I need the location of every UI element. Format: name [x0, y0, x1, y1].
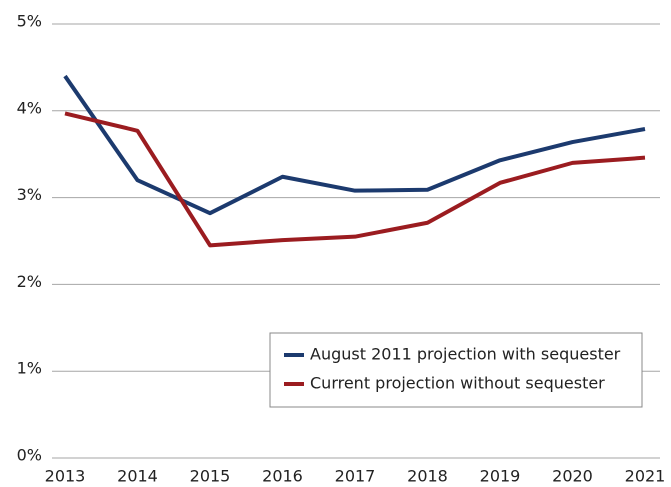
legend-label: August 2011 projection with sequester — [310, 345, 621, 364]
legend-box — [269, 332, 643, 408]
x-tick-label: 2018 — [407, 467, 448, 486]
x-tick-label: 2014 — [117, 467, 158, 486]
x-tick-label: 2013 — [45, 467, 86, 486]
x-tick-label: 2021 — [625, 467, 666, 486]
y-tick-label: 1% — [17, 359, 42, 378]
legend-label: Current projection without sequester — [310, 374, 605, 393]
x-tick-label: 2019 — [480, 467, 521, 486]
series-line — [63, 74, 646, 216]
x-tick-label: 2017 — [335, 467, 376, 486]
series-line — [64, 111, 646, 248]
y-tick-label: 3% — [17, 185, 42, 204]
y-tick-label: 2% — [17, 272, 42, 291]
y-tick-label: 5% — [17, 12, 42, 31]
y-tick-label: 4% — [17, 98, 42, 117]
legend: August 2011 projection with sequester Cur… — [269, 332, 643, 408]
x-tick-label: 2020 — [552, 467, 593, 486]
x-tick-label: 2015 — [190, 467, 231, 486]
x-tick-label: 2016 — [262, 467, 303, 486]
y-tick-label: 0% — [17, 446, 42, 465]
